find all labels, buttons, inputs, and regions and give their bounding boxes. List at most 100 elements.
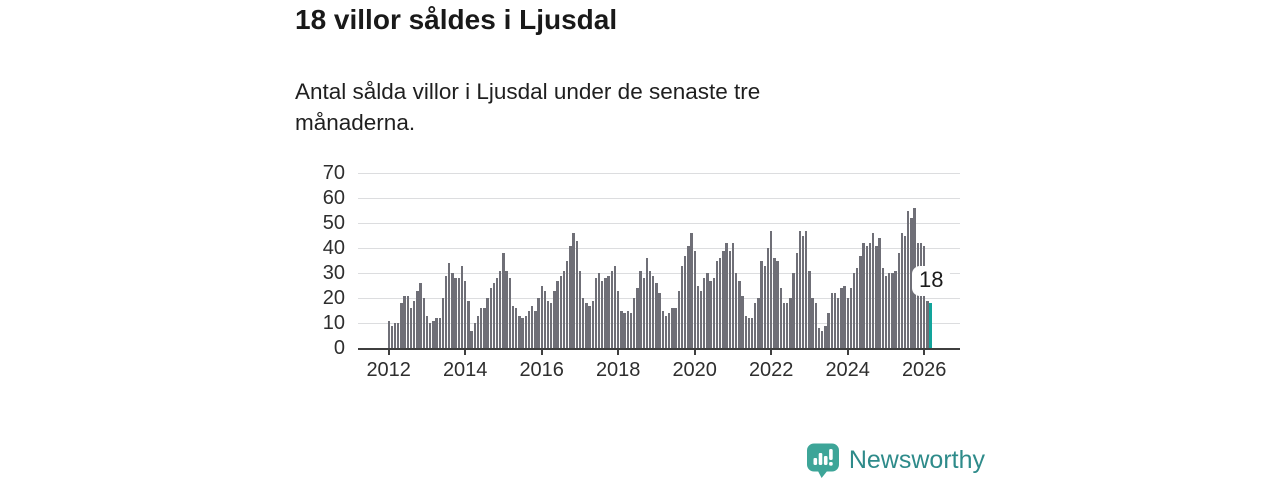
bar (887, 273, 891, 348)
bar (789, 298, 792, 348)
bar (811, 298, 814, 348)
bar (709, 280, 712, 348)
y-axis-label: 50 (322, 212, 345, 234)
bar (655, 283, 658, 348)
bar (632, 298, 636, 348)
bar (792, 273, 795, 348)
bar (878, 238, 881, 348)
bar (390, 325, 394, 348)
bar (626, 310, 629, 348)
page-subtitle: Antal sålda villor i Ljusdal under de se… (295, 79, 761, 135)
gridline (358, 222, 960, 224)
bar (400, 303, 403, 348)
bar (652, 275, 655, 348)
bar (601, 280, 604, 348)
bar (798, 230, 802, 348)
x-axis-tick (387, 348, 390, 355)
bar (636, 288, 639, 348)
bar (872, 233, 875, 348)
bar (617, 290, 620, 348)
bar (795, 253, 798, 348)
bar (425, 315, 429, 348)
bar (629, 313, 633, 348)
x-axis-label: 2014 (442, 359, 488, 381)
newsworthy-logo: Newsworthy (805, 441, 985, 479)
bar (581, 298, 585, 348)
bar (770, 230, 773, 348)
bar (680, 265, 684, 348)
bar (833, 293, 837, 348)
bar (840, 288, 843, 348)
x-axis-label: 2016 (519, 359, 564, 381)
bar (604, 278, 607, 348)
bar (891, 273, 894, 348)
bar (550, 303, 553, 348)
bar (620, 310, 623, 348)
bar (776, 260, 779, 348)
bar (597, 273, 601, 348)
bar (725, 243, 728, 348)
bar (677, 290, 680, 348)
y-axis-label: 20 (322, 287, 345, 309)
bar (483, 308, 486, 348)
bar (827, 313, 830, 348)
gridline (358, 197, 960, 199)
bar (495, 278, 499, 348)
bar (515, 308, 518, 348)
bar (661, 310, 665, 348)
bar (744, 315, 747, 348)
bar (750, 318, 754, 348)
bar (846, 298, 849, 348)
bar (543, 290, 547, 348)
bar (741, 295, 744, 348)
bar (773, 258, 776, 348)
bar (907, 210, 910, 348)
x-axis-tick (617, 348, 620, 355)
x-axis-label: 2026 (901, 359, 947, 381)
bar (505, 270, 508, 348)
bar (763, 265, 767, 348)
bar (852, 273, 856, 348)
bar (448, 263, 451, 348)
bar (639, 270, 642, 348)
bar (754, 303, 757, 348)
bar (836, 298, 840, 348)
bar (690, 233, 693, 348)
bar (492, 283, 496, 348)
bar (821, 330, 824, 348)
x-axis-label: 2020 (672, 359, 717, 381)
bar (613, 265, 617, 348)
bar (438, 318, 441, 348)
bar (464, 280, 467, 348)
bar (572, 233, 575, 348)
x-axis-label: 2018 (595, 359, 641, 381)
newsworthy-logo-text: Newsworthy (848, 445, 985, 474)
bar (824, 325, 827, 348)
bar (467, 300, 470, 348)
bar (903, 235, 907, 348)
x-axis-tick (846, 348, 849, 355)
bar (540, 285, 543, 348)
bar (766, 248, 770, 348)
bar (527, 310, 531, 348)
bar (738, 280, 741, 348)
bar (648, 270, 652, 348)
bar (722, 250, 725, 348)
y-axis-label: 70 (322, 162, 345, 184)
bar (699, 290, 703, 348)
bar (696, 285, 700, 348)
x-axis-line (358, 348, 960, 350)
bar (406, 295, 410, 348)
bar (865, 245, 869, 348)
bar (499, 270, 502, 348)
bar (556, 280, 559, 348)
bar (518, 315, 521, 348)
bar (728, 250, 731, 348)
bar (575, 240, 578, 348)
bar (479, 308, 483, 348)
bar (706, 273, 709, 348)
bar (859, 255, 862, 348)
bar (693, 250, 696, 348)
bar (664, 315, 668, 348)
bar (715, 260, 719, 348)
